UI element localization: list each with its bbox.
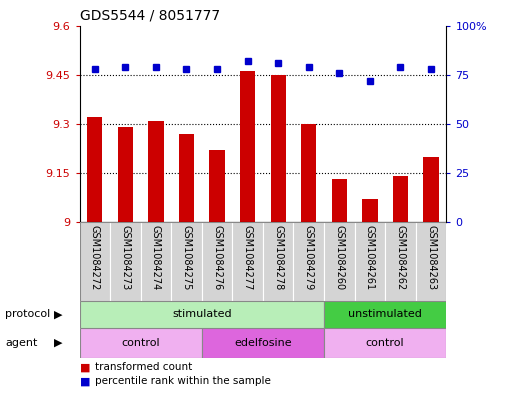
Text: GSM1084273: GSM1084273	[121, 225, 130, 290]
Bar	[393, 176, 408, 222]
Bar	[324, 301, 446, 328]
Text: GSM1084261: GSM1084261	[365, 225, 375, 290]
Text: GSM1084275: GSM1084275	[182, 225, 191, 290]
Text: edelfosine: edelfosine	[234, 338, 292, 348]
Bar	[148, 121, 164, 222]
Text: GSM1084277: GSM1084277	[243, 225, 252, 290]
Bar	[263, 222, 293, 301]
Text: GSM1084272: GSM1084272	[90, 225, 100, 290]
Bar	[232, 222, 263, 301]
Text: GSM1084278: GSM1084278	[273, 225, 283, 290]
Bar	[117, 127, 133, 222]
Bar	[385, 222, 416, 301]
Bar	[202, 222, 232, 301]
Bar	[87, 117, 103, 222]
Bar	[80, 222, 110, 301]
Bar	[202, 328, 324, 358]
Text: control: control	[366, 338, 404, 348]
Text: ■: ■	[80, 376, 90, 386]
Bar	[141, 222, 171, 301]
Text: ■: ■	[80, 362, 90, 373]
Bar	[416, 222, 446, 301]
Bar	[301, 124, 317, 222]
Bar	[324, 222, 354, 301]
Text: GSM1084274: GSM1084274	[151, 225, 161, 290]
Text: protocol: protocol	[5, 309, 50, 320]
Bar	[240, 72, 255, 222]
Text: GSM1084263: GSM1084263	[426, 225, 436, 290]
Bar	[80, 301, 324, 328]
Text: transformed count: transformed count	[95, 362, 192, 373]
Text: GDS5544 / 8051777: GDS5544 / 8051777	[80, 9, 220, 23]
Bar	[171, 222, 202, 301]
Text: GSM1084276: GSM1084276	[212, 225, 222, 290]
Bar	[324, 328, 446, 358]
Text: unstimulated: unstimulated	[348, 309, 422, 320]
Bar	[362, 199, 378, 222]
Bar	[80, 328, 202, 358]
Text: control: control	[122, 338, 160, 348]
Text: ▶: ▶	[54, 338, 63, 348]
Text: ▶: ▶	[54, 309, 63, 320]
Bar	[423, 156, 439, 222]
Bar	[293, 222, 324, 301]
Bar	[110, 222, 141, 301]
Bar	[332, 180, 347, 222]
Text: agent: agent	[5, 338, 37, 348]
Bar	[209, 150, 225, 222]
Text: GSM1084262: GSM1084262	[396, 225, 405, 290]
Text: percentile rank within the sample: percentile rank within the sample	[95, 376, 271, 386]
Bar	[270, 75, 286, 222]
Text: GSM1084279: GSM1084279	[304, 225, 314, 290]
Bar	[179, 134, 194, 222]
Text: stimulated: stimulated	[172, 309, 231, 320]
Text: GSM1084260: GSM1084260	[334, 225, 344, 290]
Bar	[354, 222, 385, 301]
